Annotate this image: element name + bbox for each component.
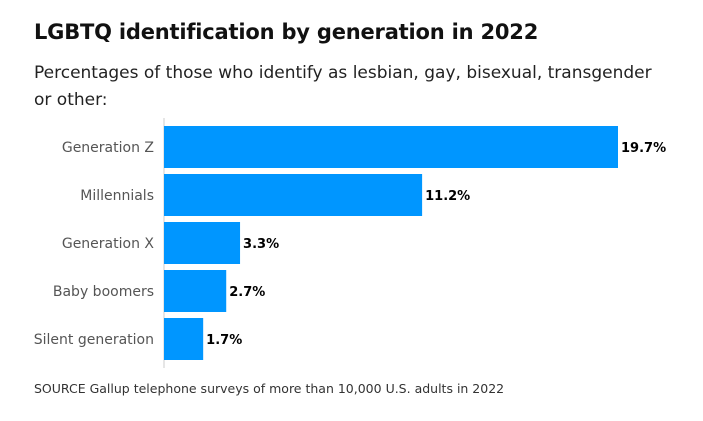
bar — [164, 222, 241, 264]
category-label: Millennials — [80, 188, 154, 204]
category-label: Generation Z — [62, 140, 154, 156]
value-label: 11.2% — [425, 189, 470, 204]
bar-chart: Generation Z 19.7% Millennials 11.2% Generat… — [34, 118, 666, 368]
bar — [164, 174, 423, 216]
value-label: 1.7% — [206, 333, 242, 348]
chart-subtitle: Percentages of those who identify as les… — [34, 63, 652, 110]
bar — [164, 270, 227, 312]
bar — [164, 318, 204, 360]
source-note: SOURCE Gallup telephone surveys of more … — [34, 381, 505, 396]
value-label: 2.7% — [229, 285, 265, 300]
category-label: Generation X — [62, 236, 155, 252]
category-label: Silent generation — [34, 332, 154, 348]
chart-title: LGBTQ identification by generation in 20… — [34, 20, 539, 44]
category-label: Baby boomers — [53, 284, 154, 300]
value-label: 3.3% — [243, 237, 279, 252]
bar — [164, 126, 618, 168]
value-label: 19.7% — [621, 141, 666, 156]
